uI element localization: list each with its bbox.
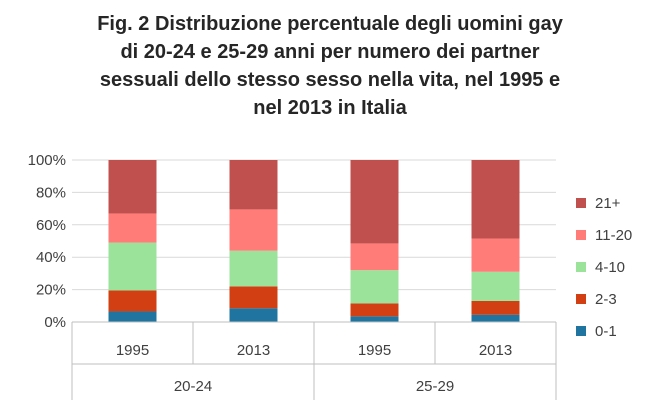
legend-swatch: [576, 262, 586, 272]
chart-title-line-3: sessuali dello stesso sesso nella vita, …: [99, 69, 561, 91]
y-tick-label: 80%: [36, 184, 66, 201]
y-tick-label: 100%: [28, 152, 66, 169]
legend-swatch: [576, 198, 586, 208]
bar-segment-2-3: [108, 290, 157, 312]
bar-segment-11-20: [229, 209, 278, 251]
bar-segment-21-: [229, 160, 278, 210]
y-tick-label: 0%: [44, 314, 66, 331]
legend-swatch: [576, 294, 586, 304]
bar-segment-4-10: [350, 270, 399, 304]
legend-label: 11-20: [595, 227, 632, 244]
chart-title-line-2: di 20-24 e 25-29 anni per numero dei par…: [120, 41, 540, 63]
bar-segment-21-: [108, 160, 157, 214]
legend-label: 0-1: [595, 323, 617, 340]
legend-swatch: [576, 326, 586, 336]
bar-segment-2-3: [229, 286, 278, 309]
x-group-label: 25-29: [416, 378, 454, 395]
x-tick-label: 2013: [237, 342, 270, 359]
bar-segment-4-10: [471, 271, 520, 301]
bar-segment-21-: [471, 160, 520, 239]
bar-segment-0-1: [471, 314, 520, 322]
x-tick-label: 1995: [358, 342, 391, 359]
y-tick-label: 40%: [36, 249, 66, 266]
x-group-label: 20-24: [174, 378, 212, 395]
bar-segment-4-10: [108, 242, 157, 291]
bar-segment-2-3: [350, 303, 399, 317]
bar-segment-0-1: [350, 316, 399, 322]
x-tick-label: 2013: [479, 342, 512, 359]
bar-segment-4-10: [229, 250, 278, 287]
bar-segment-2-3: [471, 300, 520, 315]
y-tick-label: 60%: [36, 217, 66, 234]
bar-segment-11-20: [108, 213, 157, 243]
legend-label: 21+: [595, 195, 621, 212]
legend-label: 2-3: [595, 291, 617, 308]
legend-swatch: [576, 230, 586, 240]
legend-label: 4-10: [595, 259, 625, 276]
chart-title: Fig. 2 Distribuzione percentuale degli u…: [0, 10, 660, 122]
bar-segment-21-: [350, 160, 399, 244]
bar-segment-11-20: [350, 243, 399, 271]
bar-segment-11-20: [471, 238, 520, 272]
bar-segment-0-1: [108, 311, 157, 322]
x-tick-label: 1995: [116, 342, 149, 359]
chart-title-line-4: nel 2013 in Italia: [253, 97, 407, 119]
chart-title-line-1: Fig. 2 Distribuzione percentuale degli u…: [97, 13, 563, 35]
y-tick-label: 20%: [36, 282, 66, 299]
bar-segment-0-1: [229, 308, 278, 322]
